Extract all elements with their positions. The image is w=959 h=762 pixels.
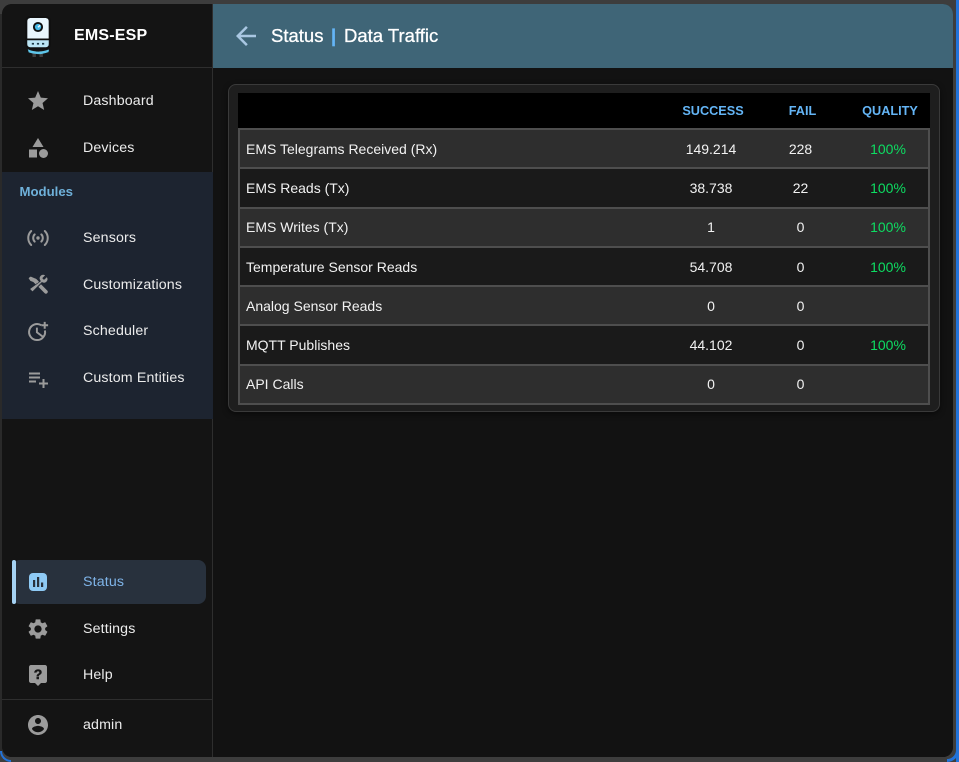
svg-text:?: ? <box>34 665 43 681</box>
